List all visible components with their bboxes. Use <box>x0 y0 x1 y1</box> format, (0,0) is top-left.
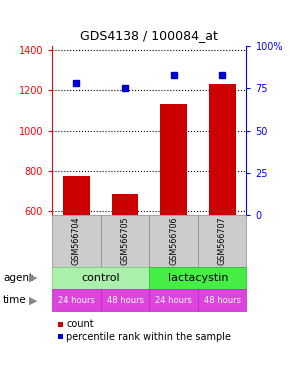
Text: percentile rank within the sample: percentile rank within the sample <box>66 332 231 342</box>
Point <box>171 72 176 78</box>
Bar <box>209 84 235 332</box>
Text: lactacystin: lactacystin <box>168 273 228 283</box>
Text: GSM566706: GSM566706 <box>169 217 178 265</box>
Point <box>220 72 224 78</box>
Text: count: count <box>66 319 94 329</box>
Bar <box>160 104 187 332</box>
Bar <box>63 176 90 332</box>
Text: ▶: ▶ <box>29 273 37 283</box>
Text: 24 hours: 24 hours <box>155 296 192 305</box>
Text: ▶: ▶ <box>29 295 37 305</box>
Text: GSM566704: GSM566704 <box>72 217 81 265</box>
Text: GSM566707: GSM566707 <box>218 217 227 265</box>
Text: 48 hours: 48 hours <box>204 296 241 305</box>
Point <box>123 85 127 91</box>
Bar <box>112 194 138 332</box>
Text: 24 hours: 24 hours <box>58 296 95 305</box>
Text: time: time <box>3 295 26 305</box>
Text: agent: agent <box>3 273 33 283</box>
Text: control: control <box>81 273 120 283</box>
Text: 48 hours: 48 hours <box>106 296 144 305</box>
Point <box>74 80 79 86</box>
Text: GSM566705: GSM566705 <box>121 217 130 265</box>
Title: GDS4138 / 100084_at: GDS4138 / 100084_at <box>80 29 218 42</box>
